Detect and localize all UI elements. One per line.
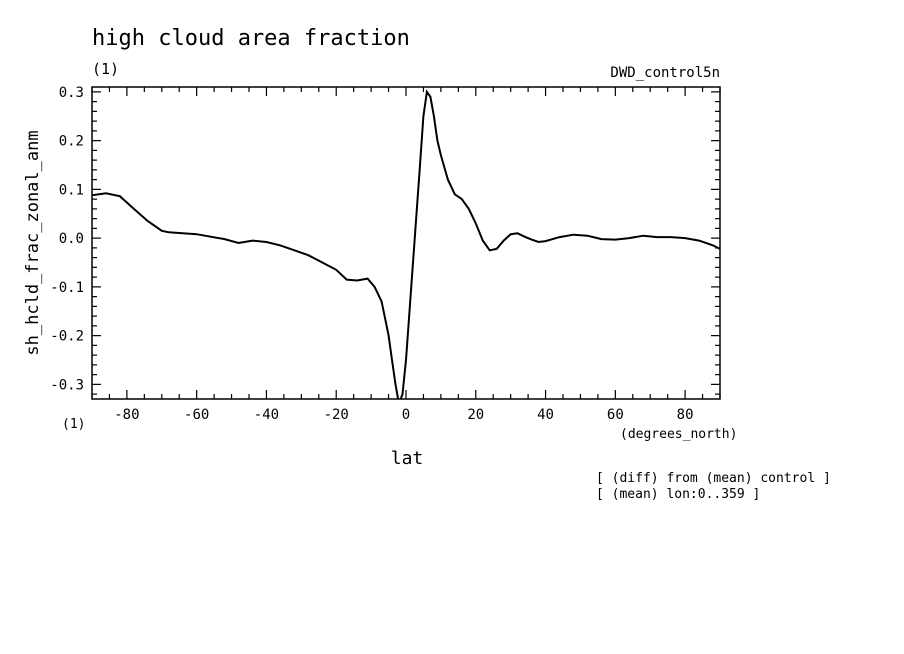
note-mean: [ (mean) lon:0..359 ]: [596, 487, 760, 502]
x-tick-label: -40: [254, 407, 279, 423]
y-tick-label: -0.3: [50, 377, 84, 393]
y-tick-label: 0.2: [59, 134, 84, 150]
x-axis-units: (degrees_north): [620, 427, 737, 442]
y-tick-label: -0.1: [50, 280, 84, 296]
x-axis-label: lat: [391, 448, 424, 469]
chart-title: high cloud area fraction: [92, 26, 410, 51]
y-tick-label: 0.0: [59, 231, 84, 247]
plot-area: 0.3 0.2 0.1 0.0 -0.1 -0.2 -0.3 -80 -60 -40 -20 0 20…: [50, 85, 721, 423]
x-tick-label: 40: [537, 407, 554, 423]
x-tick-label: 60: [607, 407, 624, 423]
note-diff: [ (diff) from (mean) control ]: [596, 471, 831, 486]
y-tick-labels: 0.3 0.2 0.1 0.0 -0.1 -0.2 -0.3: [50, 85, 84, 394]
y-tick-label: 0.1: [59, 182, 84, 198]
x-tick-label: -20: [324, 407, 349, 423]
y-tick-label: -0.2: [50, 329, 84, 345]
axis-ticks: [91, 87, 721, 399]
y-axis-label: sh_hcld_frac_zonal_anm: [23, 130, 43, 355]
x-tick-label: 80: [677, 407, 694, 423]
y-tick-label: 0.3: [59, 85, 84, 101]
series-line: [92, 89, 720, 399]
x-tick-label: 0: [402, 407, 410, 423]
experiment-label: DWD_control5n: [610, 65, 720, 81]
units-label-bottom: (1): [62, 417, 85, 432]
x-tick-labels: -80 -60 -40 -20 0 20 40 60 80: [114, 407, 693, 423]
units-label-top: (1): [92, 60, 119, 78]
x-tick-label: -60: [184, 407, 209, 423]
x-tick-label: -80: [114, 407, 139, 423]
x-tick-label: 20: [467, 407, 484, 423]
